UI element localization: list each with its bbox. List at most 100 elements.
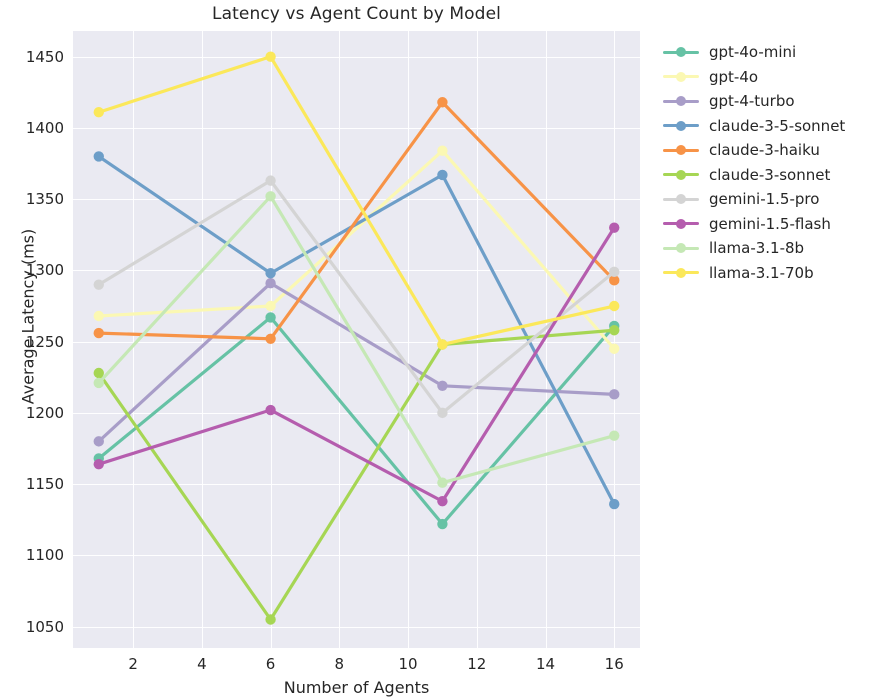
data-point bbox=[437, 97, 448, 108]
series-line bbox=[97, 100, 616, 341]
series-claude-3-haiku bbox=[93, 97, 620, 344]
series-line bbox=[97, 149, 616, 351]
y-axis-label: Average Latency (ms) bbox=[18, 228, 38, 405]
data-point bbox=[93, 367, 104, 379]
x-tick-label: 4 bbox=[197, 655, 207, 673]
series-llama-3.1-70b bbox=[93, 51, 620, 350]
data-point bbox=[93, 310, 104, 322]
x-tick-label: 6 bbox=[265, 655, 276, 673]
x-tick-label: 10 bbox=[398, 655, 418, 673]
series-gpt-4-turbo bbox=[93, 278, 620, 447]
series-line bbox=[97, 226, 616, 503]
x-axis-label: Number of Agents bbox=[283, 678, 430, 697]
data-point bbox=[265, 300, 276, 312]
data-point bbox=[265, 333, 276, 344]
gridline-horizontal bbox=[73, 626, 640, 628]
data-point bbox=[437, 477, 448, 488]
y-tick-label: 1150 bbox=[25, 475, 64, 494]
legend-swatch-icon bbox=[663, 168, 699, 182]
legend-swatch-icon bbox=[663, 119, 699, 133]
legend-item-gpt-4o-mini[interactable]: gpt-4o-mini bbox=[663, 40, 887, 65]
data-point bbox=[437, 496, 448, 507]
data-point bbox=[93, 107, 104, 118]
data-point bbox=[265, 404, 276, 416]
data-point bbox=[93, 327, 104, 339]
data-point bbox=[265, 268, 276, 279]
legend-label: claude-3-sonnet bbox=[709, 165, 831, 184]
series-claude-3-5-sonnet bbox=[93, 151, 620, 510]
legend-swatch-icon bbox=[663, 192, 699, 206]
data-point bbox=[265, 51, 276, 62]
data-point bbox=[437, 407, 448, 419]
legend-label: claude-3-5-sonnet bbox=[709, 116, 846, 135]
x-tick-label: 12 bbox=[467, 655, 487, 673]
gridline-horizontal bbox=[73, 555, 640, 557]
series-lines bbox=[93, 51, 620, 625]
series-line bbox=[97, 281, 616, 443]
gridline-vertical bbox=[339, 31, 341, 648]
y-tick-label: 1100 bbox=[25, 546, 64, 565]
gridline-vertical bbox=[614, 31, 616, 648]
legend-label: gemini-1.5-pro bbox=[709, 190, 820, 209]
gridline-horizontal bbox=[73, 127, 640, 129]
data-point bbox=[437, 169, 448, 181]
legend-item-claude-3-haiku[interactable]: claude-3-haiku bbox=[663, 138, 887, 163]
gridline-horizontal bbox=[73, 56, 640, 58]
series-gemini-1.5-pro bbox=[93, 175, 620, 419]
gridline-vertical bbox=[201, 31, 203, 648]
data-point bbox=[609, 498, 620, 510]
legend-item-llama-3.1-70b[interactable]: llama-3.1-70b bbox=[663, 261, 887, 286]
y-tick-label: 1400 bbox=[25, 118, 64, 137]
data-point bbox=[609, 275, 620, 286]
legend-swatch-icon bbox=[663, 70, 699, 84]
legend-item-gpt-4o[interactable]: gpt-4o bbox=[663, 65, 887, 90]
data-point bbox=[437, 518, 448, 530]
data-point bbox=[437, 380, 448, 392]
x-tick-label: 2 bbox=[128, 655, 138, 673]
y-tick-label: 1050 bbox=[25, 617, 64, 636]
series-line bbox=[97, 194, 616, 485]
gridline-vertical bbox=[476, 31, 478, 648]
data-point bbox=[609, 300, 620, 312]
data-point bbox=[437, 339, 448, 350]
legend-item-claude-3-5-sonnet[interactable]: claude-3-5-sonnet bbox=[663, 114, 887, 139]
legend-label: gpt-4o bbox=[709, 67, 759, 86]
legend-item-gemini-1.5-pro[interactable]: gemini-1.5-pro bbox=[663, 187, 887, 212]
data-point bbox=[609, 389, 620, 400]
series-line bbox=[97, 328, 616, 622]
x-tick-label: 8 bbox=[334, 655, 345, 673]
plot-area bbox=[73, 31, 640, 648]
data-point bbox=[609, 343, 620, 354]
data-point bbox=[609, 430, 620, 441]
data-point bbox=[437, 145, 448, 156]
data-point bbox=[609, 325, 620, 336]
legend-item-claude-3-sonnet[interactable]: claude-3-sonnet bbox=[663, 163, 887, 188]
data-point bbox=[609, 222, 620, 233]
data-point bbox=[265, 278, 276, 289]
y-axis-ticks: 1050 1100 1150 1200 1250 1300 1350 1400 1450 bbox=[0, 31, 64, 648]
gridline-horizontal bbox=[73, 270, 640, 272]
data-point bbox=[93, 151, 104, 162]
series-gpt-4o bbox=[93, 145, 620, 354]
series-line bbox=[97, 315, 616, 526]
legend-label: gpt-4-turbo bbox=[709, 92, 795, 111]
data-point bbox=[265, 614, 276, 625]
chart-title: Latency vs Agent Count by Model bbox=[212, 4, 501, 24]
y-tick-label: 1250 bbox=[25, 332, 64, 351]
series-llama-3.1-8b bbox=[93, 191, 620, 488]
x-tick-label: 14 bbox=[535, 655, 556, 673]
legend: gpt-4o-mini gpt-4o gpt-4-turbo claude-3-5-s… bbox=[663, 40, 887, 285]
legend-item-gemini-1.5-flash[interactable]: gemini-1.5-flash bbox=[663, 212, 887, 237]
series-line bbox=[97, 179, 616, 415]
legend-item-gpt-4-turbo[interactable]: gpt-4-turbo bbox=[663, 89, 887, 114]
y-tick-label: 1200 bbox=[25, 403, 64, 422]
legend-item-llama-3.1-8b[interactable]: llama-3.1-8b bbox=[663, 236, 887, 261]
data-point bbox=[265, 191, 276, 202]
y-tick-label: 1450 bbox=[25, 47, 64, 66]
legend-swatch-icon bbox=[663, 94, 699, 108]
x-tick-label: 16 bbox=[604, 655, 624, 673]
legend-swatch-icon bbox=[663, 241, 699, 255]
data-point bbox=[265, 175, 276, 186]
gridline-vertical bbox=[133, 31, 135, 648]
